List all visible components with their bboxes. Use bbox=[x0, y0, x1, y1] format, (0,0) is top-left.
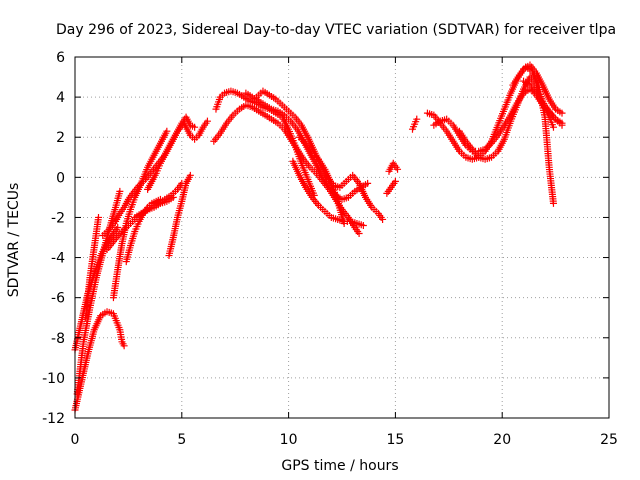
y-tick-label: -8 bbox=[51, 331, 65, 347]
x-tick-label: 15 bbox=[386, 432, 404, 448]
x-tick-label: 10 bbox=[280, 432, 298, 448]
data-point bbox=[120, 342, 128, 350]
y-tick-label: -2 bbox=[51, 210, 65, 226]
series-arc-15 bbox=[253, 87, 387, 223]
x-tick-label: 25 bbox=[600, 432, 618, 448]
y-tick-label: -4 bbox=[51, 251, 65, 267]
data-point bbox=[549, 123, 557, 131]
series-arc-24 bbox=[509, 63, 557, 207]
y-tick-label: 2 bbox=[56, 130, 65, 146]
series-arc-25 bbox=[520, 77, 566, 129]
data-point bbox=[94, 213, 102, 221]
data-point bbox=[359, 221, 367, 229]
data-point bbox=[558, 121, 566, 129]
y-tick-label: -10 bbox=[42, 371, 65, 387]
series-arc-10 bbox=[165, 171, 194, 260]
data-point bbox=[116, 187, 124, 195]
x-tick-label: 5 bbox=[177, 432, 186, 448]
data-point bbox=[186, 171, 194, 179]
series-arc-17 bbox=[295, 133, 348, 227]
data-points bbox=[71, 61, 566, 414]
series-arc-16 bbox=[289, 157, 367, 229]
data-point bbox=[394, 165, 402, 173]
y-tick-label: 6 bbox=[56, 50, 65, 66]
chart-title: Day 296 of 2023, Sidereal Day-to-day VTE… bbox=[56, 22, 616, 38]
data-point bbox=[203, 117, 211, 125]
grid-lines bbox=[75, 57, 609, 418]
series-arc-20 bbox=[408, 115, 421, 133]
data-point bbox=[340, 219, 348, 227]
data-point bbox=[364, 179, 372, 187]
series-arc-18 bbox=[385, 159, 402, 175]
data-point bbox=[355, 229, 363, 237]
series-arc-4 bbox=[82, 213, 102, 322]
series-arc-3 bbox=[73, 187, 124, 398]
data-point bbox=[391, 177, 399, 185]
data-point bbox=[114, 223, 122, 231]
data-point bbox=[379, 215, 387, 223]
series-arc-19 bbox=[383, 177, 399, 197]
y-tick-label: 4 bbox=[56, 90, 65, 106]
series-arc-11 bbox=[131, 193, 177, 221]
x-axis-label: GPS time / hours bbox=[281, 458, 398, 474]
data-point bbox=[163, 127, 171, 135]
plot-frame bbox=[74, 56, 610, 419]
series-arc-7 bbox=[109, 127, 171, 302]
x-tick-label: 0 bbox=[71, 432, 80, 448]
x-tick-label: 20 bbox=[493, 432, 511, 448]
data-point bbox=[549, 199, 557, 207]
y-axis-label: SDTVAR / TECUs bbox=[6, 183, 22, 298]
data-point bbox=[169, 193, 177, 201]
y-tick-label: -6 bbox=[51, 291, 65, 307]
series-arc-9 bbox=[144, 113, 199, 193]
data-point bbox=[558, 109, 566, 117]
y-tick-label: -12 bbox=[42, 411, 65, 427]
data-point bbox=[413, 115, 421, 123]
data-point bbox=[191, 123, 199, 131]
y-tick-label: 0 bbox=[56, 170, 65, 186]
